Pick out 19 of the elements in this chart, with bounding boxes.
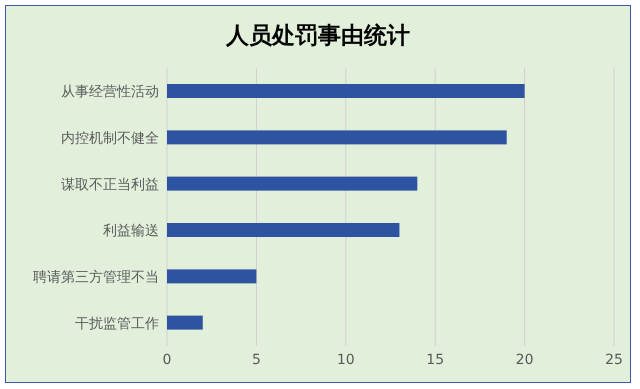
y-tick-label: 谋取不正当利益 [61, 176, 159, 193]
x-tick-label: 15 [426, 352, 444, 368]
bar [167, 316, 203, 330]
x-tick-label: 5 [252, 352, 261, 368]
bar [167, 130, 507, 144]
chart-title: 人员处罚事由统计 [224, 22, 411, 50]
x-tick-label: 10 [336, 352, 355, 368]
y-tick-label: 干扰监管工作 [75, 316, 159, 332]
bar [167, 223, 400, 237]
x-tick-label: 20 [516, 352, 534, 368]
y-tick-label: 利益输送 [103, 223, 159, 240]
bar [167, 269, 256, 284]
y-tick-label: 内控机制不健全 [61, 130, 159, 146]
bar [167, 176, 418, 191]
x-tick-label: 25 [605, 352, 623, 368]
bar [167, 84, 525, 98]
y-tick-label: 聘请第三方管理不当 [33, 269, 159, 286]
x-tick-label: 0 [162, 352, 172, 368]
y-tick-label: 从事经营性活动 [61, 84, 159, 100]
